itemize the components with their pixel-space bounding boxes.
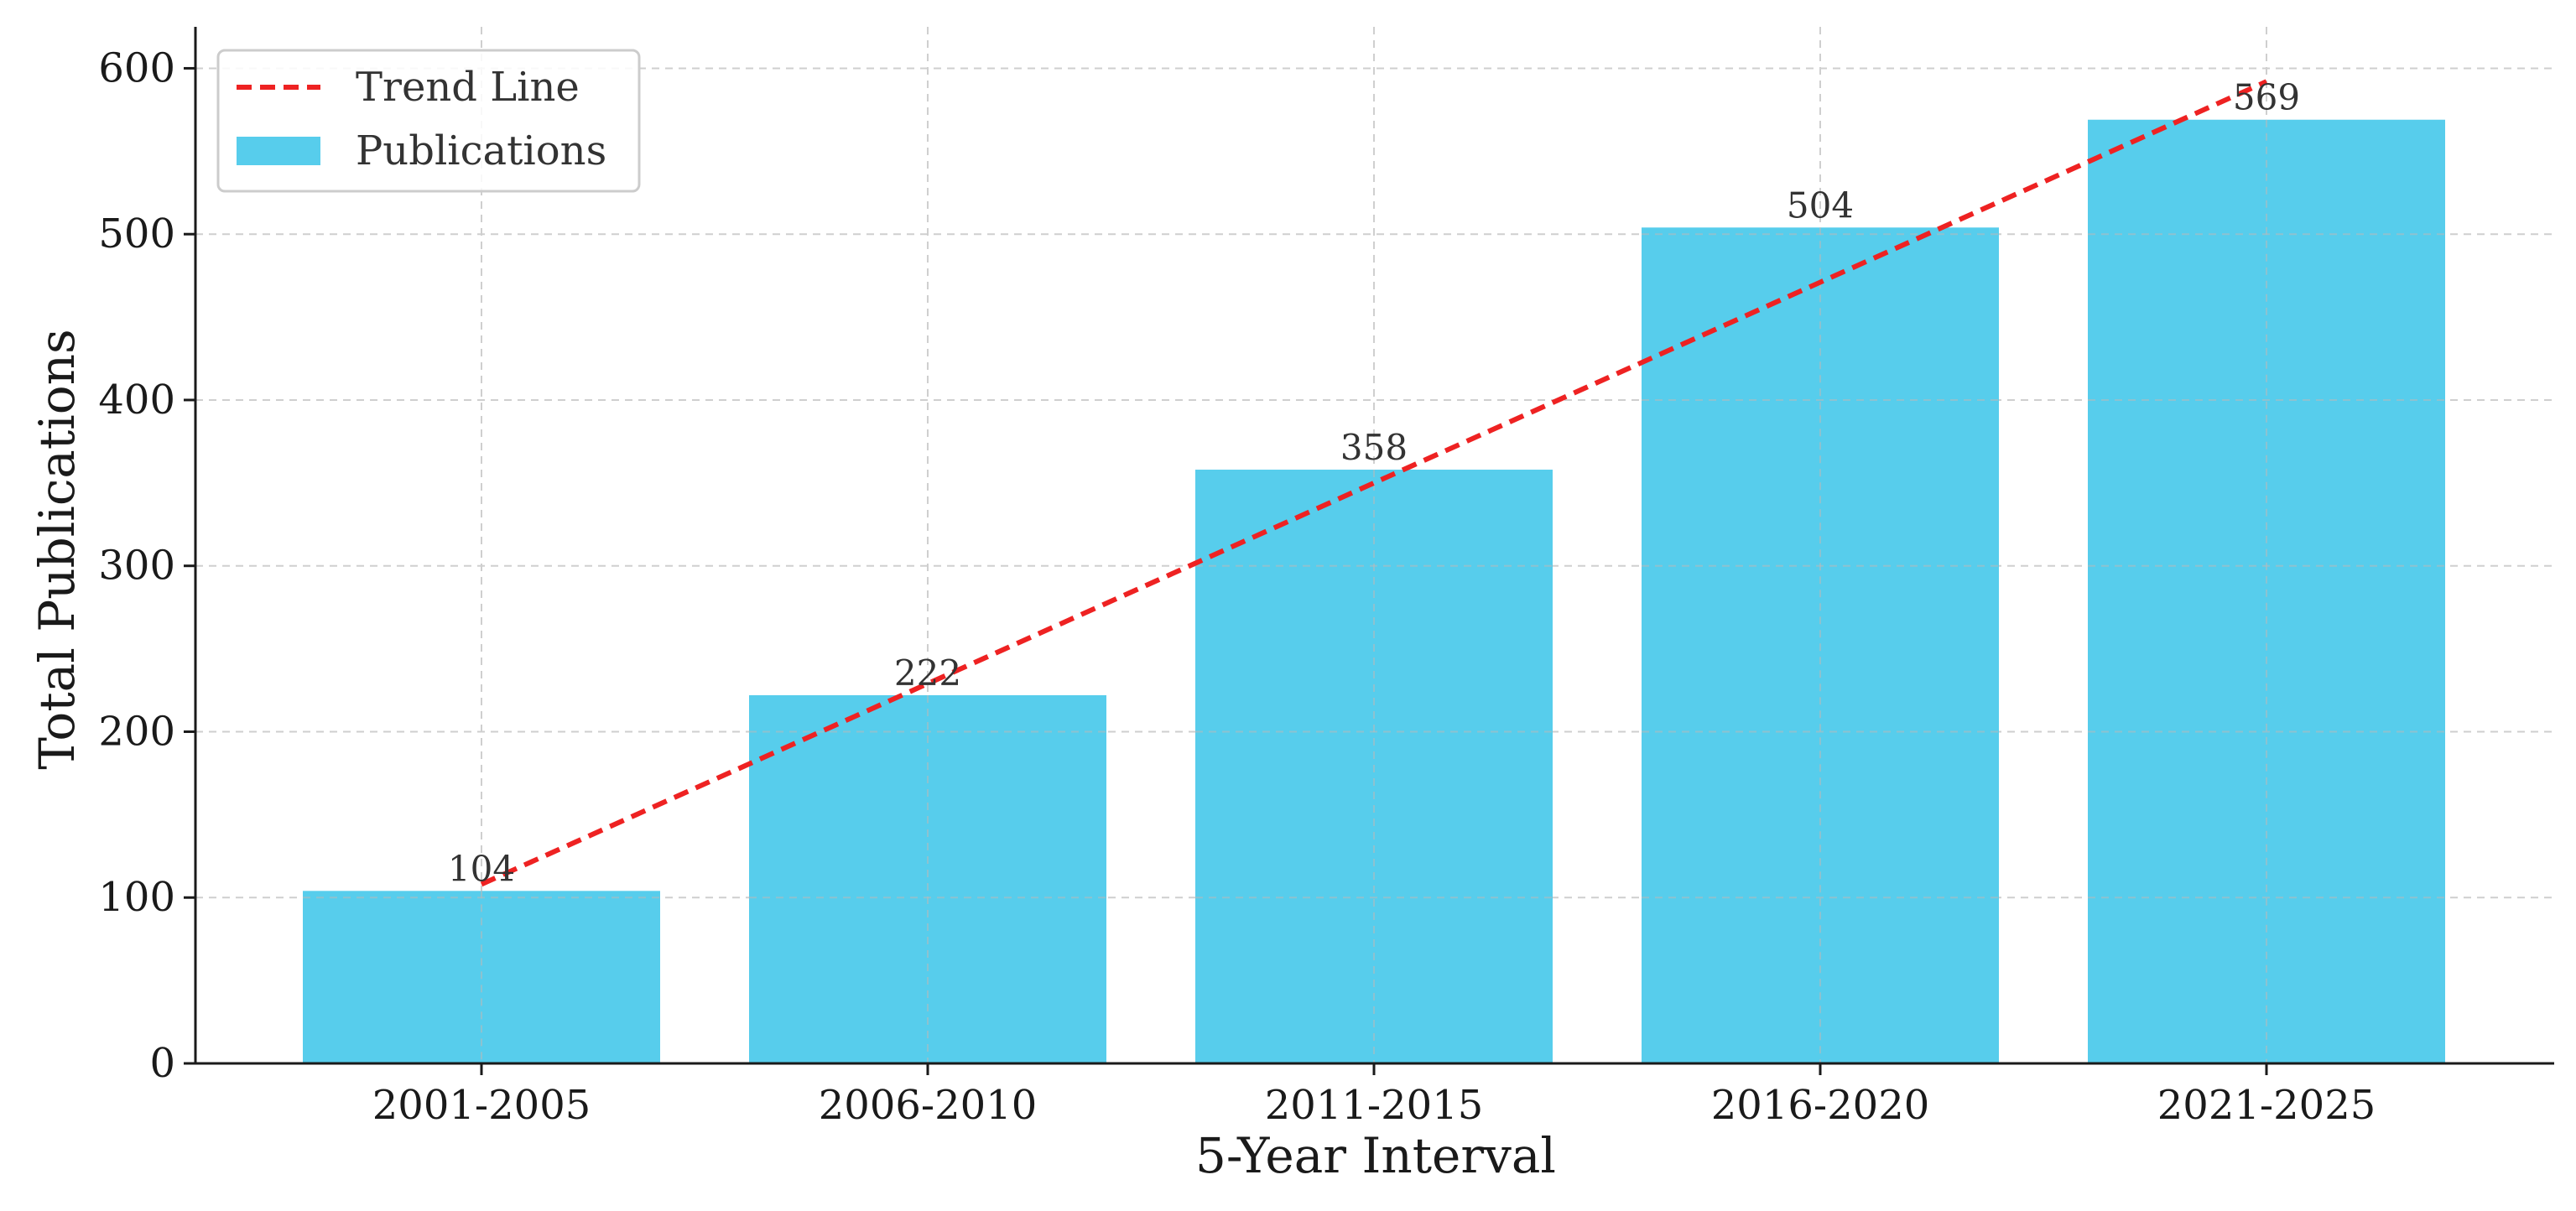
y-tick-label: 100 xyxy=(98,874,175,921)
data-label: 569 xyxy=(2233,77,2300,118)
x-tick-label: 2006-2010 xyxy=(819,1082,1038,1129)
y-tick-label: 0 xyxy=(149,1040,175,1087)
trend-layer xyxy=(303,79,2445,1063)
y-tick-label: 200 xyxy=(98,708,175,755)
x-tick-label: 2011-2015 xyxy=(1265,1082,1484,1129)
data-label: 222 xyxy=(894,652,961,694)
data-label: 504 xyxy=(1787,185,1854,226)
bar xyxy=(749,694,1106,1063)
axis-layer: 0 100 200 300 400 500 600 2001-2005 2006-2010 201… xyxy=(98,27,2554,1129)
legend-label: Trend Line xyxy=(356,64,580,111)
legend-label: Publications xyxy=(356,127,606,174)
bar-layer xyxy=(303,119,2445,1063)
y-tick-label: 300 xyxy=(98,543,175,590)
x-tick-label: 2001-2005 xyxy=(372,1082,591,1129)
data-label: 104 xyxy=(448,848,515,889)
data-label: 358 xyxy=(1340,427,1408,468)
x-tick-label: 2016-2020 xyxy=(1711,1082,1930,1129)
x-axis-label: 5-Year Interval xyxy=(1195,1127,1556,1184)
legend: Trend Line Publications xyxy=(216,49,641,193)
label-layer: 104 222 358 504 569 xyxy=(448,77,2300,890)
legend-swatch-publications xyxy=(237,137,320,165)
legend-box xyxy=(216,49,641,193)
y-tick-label: 400 xyxy=(98,377,175,424)
y-axis-label: Total Publications xyxy=(29,329,86,770)
x-tick-label: 2021-2025 xyxy=(2157,1082,2376,1129)
trend-line xyxy=(480,79,2268,887)
y-tick-label: 600 xyxy=(98,44,175,91)
y-tick-label: 500 xyxy=(98,210,175,257)
